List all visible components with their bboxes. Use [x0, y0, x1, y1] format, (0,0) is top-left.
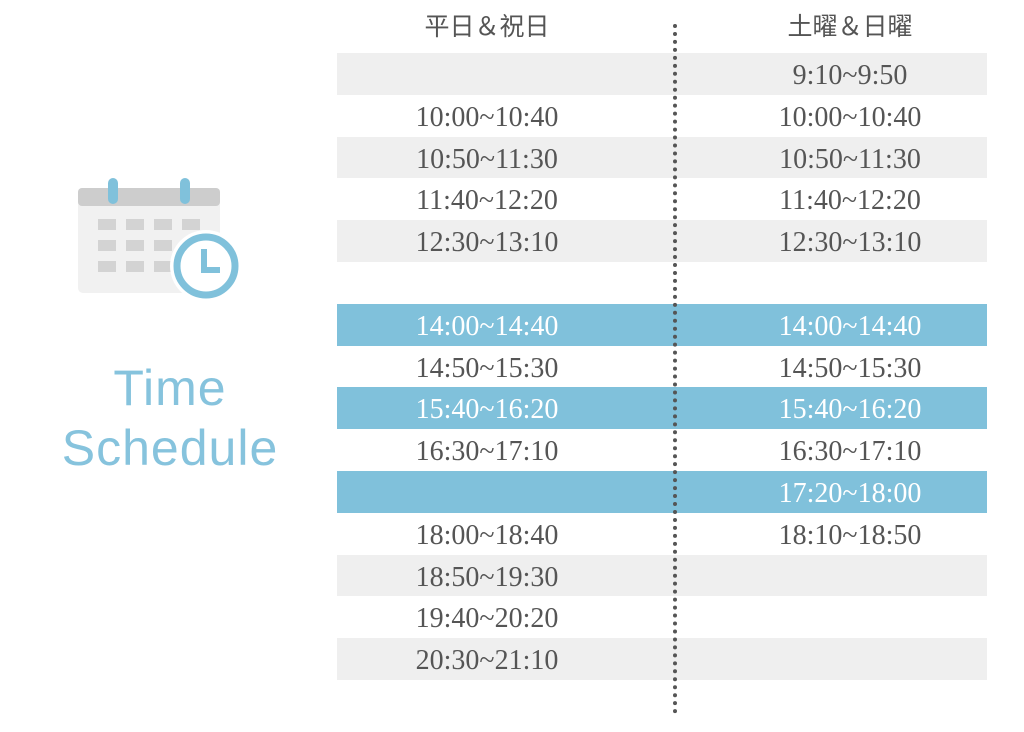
- weekday-time-slot: 15:40~16:20: [415, 394, 559, 426]
- page-title: Time Schedule: [40, 358, 300, 478]
- weekend-time-slot: 10:00~10:40: [778, 101, 922, 133]
- table-row: 11:40~12:20 11:40~12:20: [337, 178, 987, 221]
- weekend-time-slot: 14:00~14:40: [778, 310, 922, 342]
- table-row: [337, 261, 987, 304]
- table-row: 19:40~20:20: [337, 596, 987, 639]
- header-weekend: 土曜＆日曜: [787, 14, 913, 41]
- table-row: 20:30~21:10: [337, 638, 987, 680]
- title-line-2: Schedule: [61, 420, 279, 476]
- weekday-time-slot: 11:40~12:20: [416, 185, 558, 217]
- table-row: 17:20~18:00: [337, 470, 987, 513]
- column-divider: [673, 24, 681, 714]
- weekend-time-slot: 9:10~9:50: [792, 60, 908, 91]
- table-row: 12:30~13:10 12:30~13:10: [337, 220, 987, 262]
- table-row: 14:00~14:40 14:00~14:40: [337, 303, 987, 346]
- table-row: 15:40~16:20 15:40~16:20: [337, 387, 987, 430]
- table-row: 9:10~9:50: [337, 53, 987, 95]
- weekday-time-slot: 10:50~11:30: [416, 143, 558, 175]
- weekend-time-slot: 14:50~15:30: [778, 352, 922, 384]
- weekday-time-slot: 16:30~17:10: [415, 436, 559, 468]
- calendar-clock-icon: [78, 178, 243, 303]
- weekend-time-slot: 17:20~18:00: [778, 477, 922, 509]
- weekend-time-slot: 18:10~18:50: [778, 519, 922, 551]
- weekend-time-slot: 12:30~13:10: [778, 227, 922, 259]
- table-row: 16:30~17:10 16:30~17:10: [337, 429, 987, 471]
- schedule-table: 9:10~9:50 10:00~10:40 10:00~10:40 10:50~11:…: [337, 53, 987, 680]
- weekday-time-slot: 19:40~20:20: [415, 603, 559, 635]
- weekday-time-slot: 14:00~14:40: [415, 310, 559, 342]
- weekend-time-slot: 11:40~12:20: [779, 185, 921, 217]
- weekend-time-slot: 15:40~16:20: [778, 394, 922, 426]
- weekday-time-slot: 12:30~13:10: [415, 227, 559, 259]
- table-row: 10:50~11:30 10:50~11:30: [337, 136, 987, 179]
- title-line-1: Time: [113, 360, 227, 416]
- weekend-time-slot: 10:50~11:30: [779, 143, 921, 175]
- table-row: 18:00~18:40 18:10~18:50: [337, 512, 987, 555]
- table-row: 10:00~10:40 10:00~10:40: [337, 94, 987, 137]
- table-row: 14:50~15:30 14:50~15:30: [337, 345, 987, 388]
- header-weekday: 平日＆祝日: [424, 14, 550, 41]
- table-row: 18:50~19:30: [337, 554, 987, 597]
- weekday-time-slot: 18:00~18:40: [415, 519, 559, 551]
- weekend-time-slot: 16:30~17:10: [778, 436, 922, 468]
- weekday-time-slot: 14:50~15:30: [415, 352, 559, 384]
- weekday-time-slot: 20:30~21:10: [415, 645, 559, 677]
- weekday-time-slot: 10:00~10:40: [415, 101, 559, 133]
- weekday-time-slot: 18:50~19:30: [415, 561, 559, 593]
